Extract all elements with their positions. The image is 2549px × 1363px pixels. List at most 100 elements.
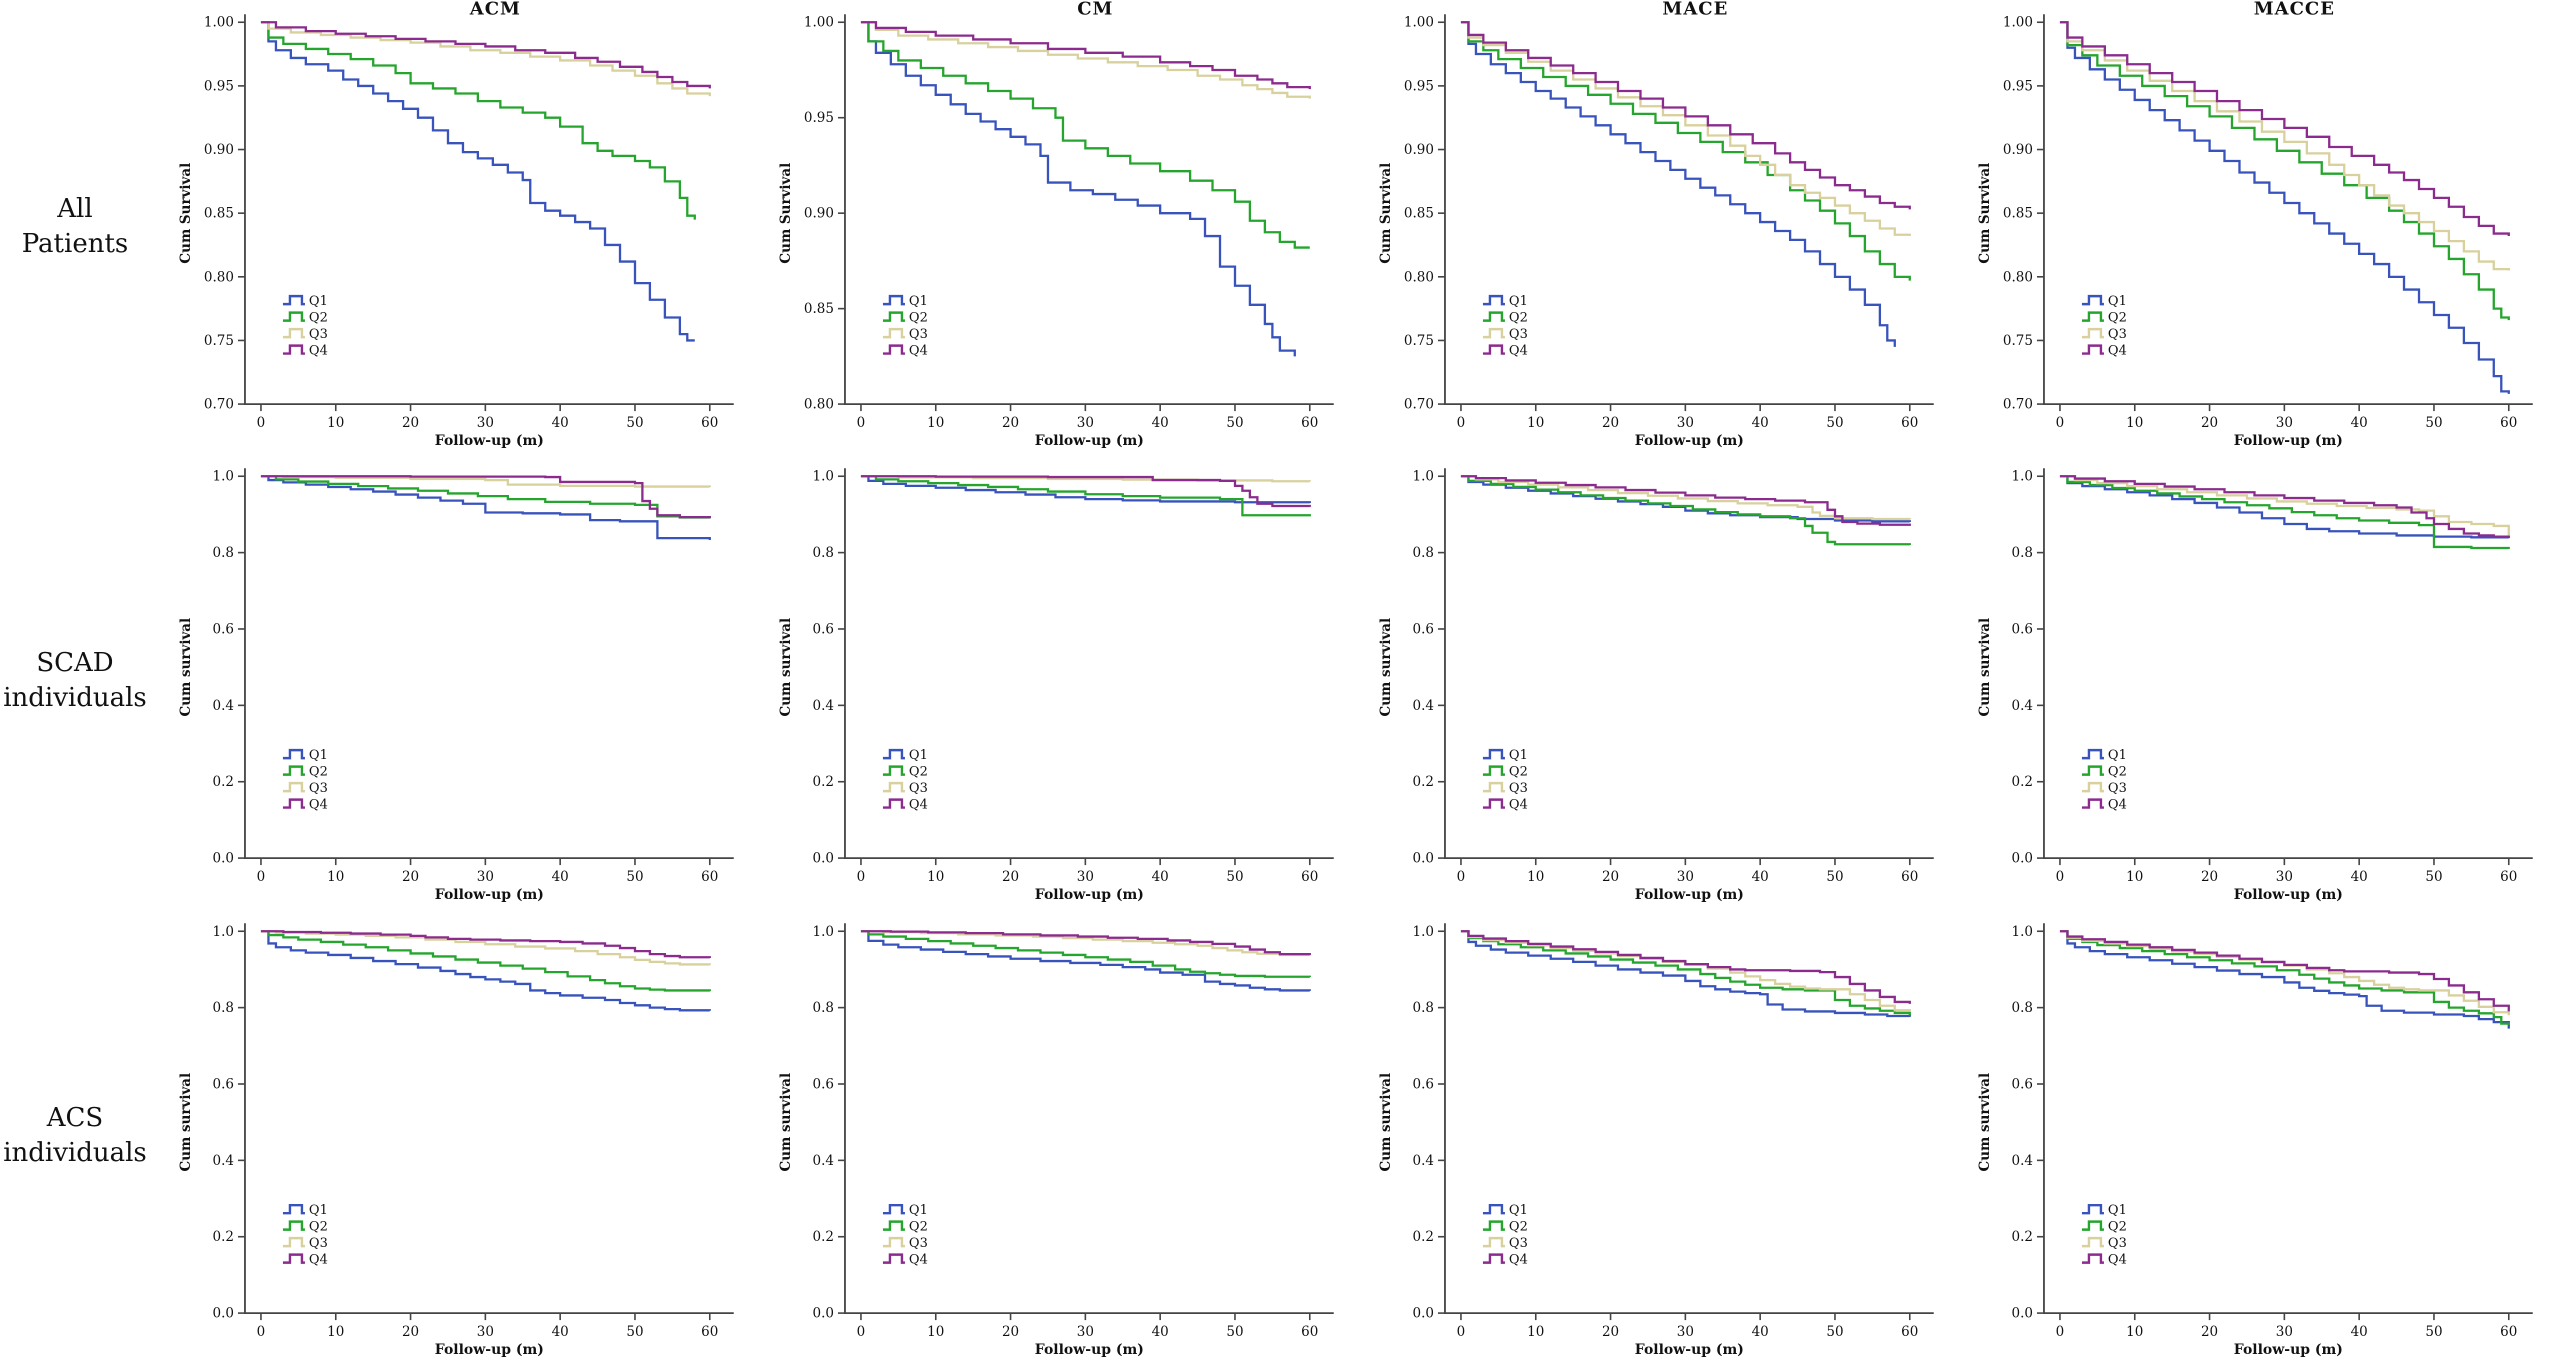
- legend-label: Q2: [909, 765, 928, 780]
- x-tick-label: 20: [1601, 1324, 1618, 1340]
- chart-title: MACCE: [2254, 0, 2335, 19]
- km-plot-scad-macce: 1.0 0.8 0.6 0.4 0.2 0.0 0 10 20 30 40 50 60 Follow-up…: [1977, 468, 2534, 903]
- legend-line-sample: [2082, 765, 2105, 777]
- y-tick-label: 0.0: [1412, 1305, 1433, 1321]
- x-tick-label: 60: [2500, 869, 2517, 885]
- legend-line-sample: [1482, 344, 1505, 355]
- y-axis-label: Cum survival: [178, 1073, 194, 1172]
- km-plot-all-macce: 1.00 0.95 0.90 0.85 0.80 0.75 0.70 0 10 20 30 40 50 6…: [1977, 0, 2534, 449]
- x-tick-label: 40: [2351, 869, 2368, 885]
- axis-lines: [1443, 922, 1934, 1314]
- y-tick-label: 0.0: [812, 1305, 833, 1321]
- legend-line-sample: [882, 1203, 905, 1214]
- legend-label: Q2: [309, 765, 328, 780]
- series-q3: [2060, 475, 2511, 536]
- y-tick-label: 0.8: [213, 1000, 234, 1016]
- legend-entry-q4: Q4: [882, 1252, 928, 1267]
- legend-line-sample: [282, 311, 305, 322]
- legend-line-sample: [882, 344, 905, 355]
- y-tick-label: 1.00: [804, 15, 834, 31]
- legend-entry-q3: Q3: [1482, 1236, 1527, 1251]
- legend-line-sample: [1482, 1253, 1505, 1264]
- row-label-all-patients: All Patients: [0, 0, 150, 454]
- legend-label: Q3: [909, 781, 928, 796]
- y-axis-label: Cum survival: [778, 1073, 794, 1172]
- legend-line-sample: [282, 294, 305, 306]
- km-plot-scad-acm: 1.0 0.8 0.6 0.4 0.2 0.0 0 10 20 30 40 50 60 Follow-up…: [178, 468, 734, 903]
- y-tick-label: 0.8: [812, 1000, 833, 1016]
- legend-label: Q3: [309, 327, 328, 342]
- legend-entry-q2: Q2: [282, 1219, 328, 1234]
- series-q3: [260, 21, 711, 97]
- y-tick-label: 0.8: [1412, 545, 1433, 561]
- x-tick-label: 40: [1151, 869, 1168, 885]
- series-q4: [260, 21, 711, 89]
- legend-entry-q3: Q3: [2082, 781, 2127, 796]
- series-q4: [860, 929, 1311, 955]
- y-tick-label: 0.90: [1403, 142, 1433, 158]
- legend-entry-q3: Q3: [882, 327, 928, 342]
- x-tick-label: 50: [2426, 1324, 2443, 1340]
- x-tick-label: 20: [2201, 415, 2218, 431]
- row-label-acs-individuals: ACS individuals: [0, 909, 150, 1363]
- y-axis-label: Cum Survival: [1977, 163, 1993, 264]
- y-tick-label: 1.00: [2003, 15, 2033, 31]
- legend-entry-q1: Q1: [282, 748, 328, 763]
- legend-label: Q3: [2108, 1236, 2127, 1251]
- y-tick-label: 1.0: [812, 923, 833, 939]
- legend-line-sample: [882, 1253, 905, 1264]
- x-axis-label: Follow-up (m): [2234, 433, 2343, 449]
- km-plot-all-acm: 1.00 0.95 0.90 0.85 0.80 0.75 0.70 0 10 20 30 40 50 6…: [178, 0, 734, 449]
- legend-line-sample: [2082, 798, 2105, 810]
- x-tick-label: 30: [1077, 869, 1094, 885]
- x-tick-label: 0: [257, 1324, 266, 1340]
- legend-line-sample: [282, 798, 305, 810]
- y-tick-label: 0.8: [213, 545, 234, 561]
- legend-entry-q3: Q3: [2082, 1236, 2127, 1251]
- legend-label: Q2: [1508, 311, 1527, 326]
- series-q1: [2060, 929, 2511, 1029]
- y-tick-label: 0.4: [2012, 698, 2033, 714]
- x-axis-label: Follow-up (m): [2234, 1342, 2343, 1358]
- axis-lines: [2043, 14, 2534, 405]
- legend-entry-q1: Q1: [882, 294, 928, 309]
- y-tick-label: 0.6: [1412, 1076, 1433, 1092]
- legend-label: Q1: [909, 748, 928, 763]
- km-chart-all-acm: 1.00 0.95 0.90 0.85 0.80 0.75 0.70 0 10 20 30 40 50 6…: [150, 0, 750, 454]
- series-q1: [260, 475, 711, 541]
- legend-line-sample: [282, 765, 305, 777]
- series-q2: [1460, 21, 1911, 281]
- legend-entry-q4: Q4: [1482, 798, 1527, 813]
- x-tick-label: 0: [856, 415, 865, 431]
- y-tick-label: 0.85: [204, 206, 234, 222]
- legend-line-sample: [282, 344, 305, 355]
- row-label-line: SCAD: [36, 648, 114, 679]
- series-q4: [2060, 929, 2511, 1012]
- y-tick-label: 0.2: [2012, 1229, 2033, 1245]
- legend-label: Q1: [1508, 1203, 1527, 1218]
- y-tick-label: 0.85: [1403, 206, 1433, 222]
- row-label-line: individuals: [3, 1137, 147, 1168]
- legend-label: Q4: [2108, 1252, 2127, 1267]
- series-q1: [260, 21, 695, 342]
- x-tick-label: 60: [1901, 415, 1918, 431]
- axis-lines: [1443, 468, 1934, 860]
- legend-label: Q1: [309, 748, 328, 763]
- x-tick-label: 10: [2126, 415, 2143, 431]
- x-tick-label: 40: [2351, 415, 2368, 431]
- y-tick-label: 0.6: [2012, 1076, 2033, 1092]
- x-tick-label: 50: [2426, 415, 2443, 431]
- x-tick-label: 40: [552, 869, 569, 885]
- legend-label: Q1: [2108, 1203, 2127, 1218]
- legend-line-sample: [2082, 1203, 2105, 1214]
- x-tick-label: 30: [1077, 1324, 1094, 1340]
- x-tick-label: 10: [2126, 869, 2143, 885]
- x-tick-label: 60: [1301, 415, 1318, 431]
- km-plot-scad-mace: 1.0 0.8 0.6 0.4 0.2 0.0 0 10 20 30 40 50 60 Follow-up…: [1377, 468, 1934, 903]
- legend-label: Q2: [909, 1219, 928, 1234]
- km-plot-acs-acm: 1.0 0.8 0.6 0.4 0.2 0.0 0 10 20 30 40 50 60 Follow-up…: [178, 922, 734, 1358]
- y-tick-label: 0.0: [2012, 851, 2033, 867]
- legend-line-sample: [1482, 782, 1505, 793]
- legend-entry-q3: Q3: [1482, 327, 1527, 342]
- km-chart-scad-acm: 1.0 0.8 0.6 0.4 0.2 0.0 0 10 20 30 40 50 60 Follow-up…: [150, 454, 750, 908]
